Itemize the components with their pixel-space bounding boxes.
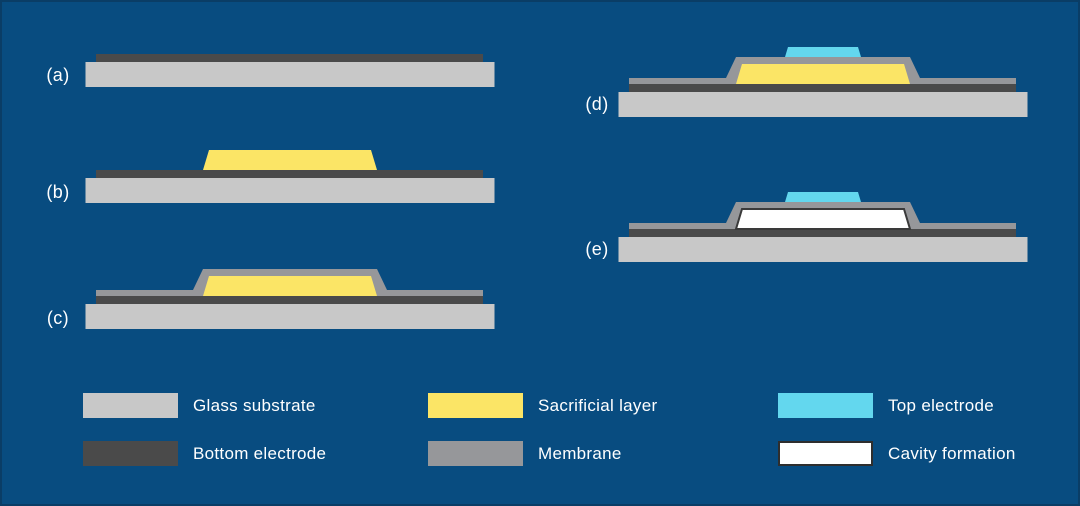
legend-item-top-electrode: Top electrode [778,393,994,418]
step-diagram-a [85,54,495,87]
glass-substrate-swatch [83,393,178,418]
step-diagram-b [85,150,495,203]
membrane-swatch [428,441,523,466]
legend-item-membrane: Membrane [428,441,622,466]
step-diagram-e [618,192,1028,262]
step-diagram-c [85,269,495,329]
step-label-c: (c) [46,308,70,328]
cavity-formation-swatch [778,441,873,466]
bottom-electrode-swatch [83,441,178,466]
process-step-c [84,249,496,331]
legend-label: Membrane [538,443,622,463]
process-step-a [84,7,496,89]
step-label-a: (a) [46,65,70,85]
legend-item-bottom-electrode: Bottom electrode [83,441,326,466]
legend-label: Sacrificial layer [538,395,658,415]
top-electrode-swatch [778,393,873,418]
legend-label: Cavity formation [888,443,1016,463]
legend-label: Top electrode [888,395,994,415]
legend-label: Glass substrate [193,395,316,415]
step-diagram-d [618,47,1028,117]
process-step-b [84,123,496,205]
step-label-b: (b) [46,182,70,202]
legend-item-cavity-formation: Cavity formation [778,441,1016,466]
legend-item-glass-substrate: Glass substrate [83,393,316,418]
process-step-d [617,37,1029,119]
step-label-d: (d) [585,94,609,114]
legend-item-sacrificial-layer: Sacrificial layer [428,393,657,418]
process-step-e [617,182,1029,264]
sacrificial-layer-swatch [428,393,523,418]
legend-label: Bottom electrode [193,443,327,463]
step-label-e: (e) [585,239,609,259]
